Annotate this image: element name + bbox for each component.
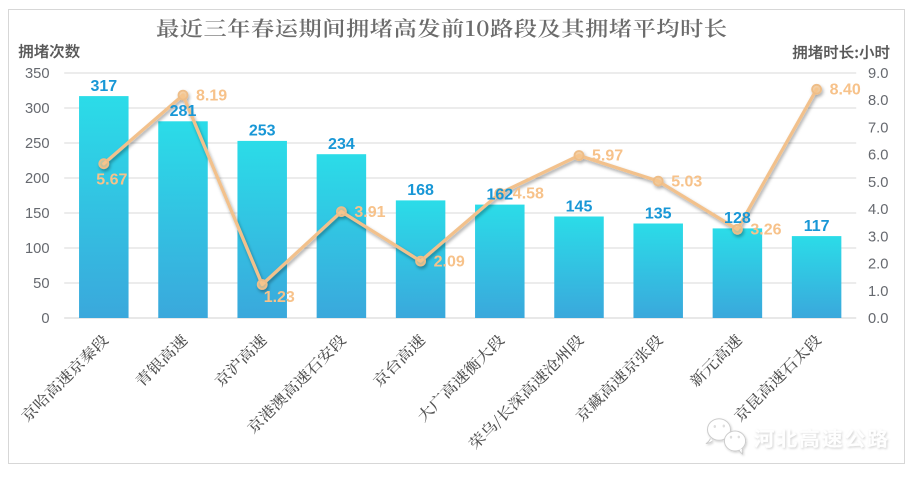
svg-text:2.0: 2.0: [868, 257, 888, 273]
svg-text:1.23: 1.23: [264, 289, 295, 306]
svg-text:168: 168: [407, 182, 434, 199]
svg-text:162: 162: [486, 186, 513, 203]
svg-text:200: 200: [25, 171, 50, 187]
svg-text:4.0: 4.0: [868, 202, 888, 218]
svg-text:0.0: 0.0: [868, 311, 888, 327]
svg-text:250: 250: [25, 136, 50, 152]
svg-text:117: 117: [804, 218, 830, 235]
svg-text:0: 0: [41, 311, 49, 327]
svg-text:135: 135: [645, 205, 672, 222]
svg-text:7.0: 7.0: [868, 120, 888, 136]
svg-text:4.58: 4.58: [513, 186, 544, 203]
svg-text:9.0: 9.0: [868, 66, 888, 82]
svg-text:5.97: 5.97: [592, 148, 623, 165]
svg-text:8.40: 8.40: [830, 82, 861, 99]
svg-text:350: 350: [25, 66, 50, 82]
svg-text:3.91: 3.91: [354, 204, 385, 221]
svg-text:2.09: 2.09: [434, 253, 465, 270]
svg-text:281: 281: [170, 103, 197, 120]
svg-text:145: 145: [566, 198, 593, 215]
svg-text:5.0: 5.0: [868, 175, 888, 191]
svg-text:3.0: 3.0: [868, 229, 888, 245]
svg-text:253: 253: [249, 123, 276, 140]
svg-text:128: 128: [724, 210, 751, 227]
svg-text:300: 300: [25, 101, 50, 117]
svg-text:6.0: 6.0: [868, 148, 888, 164]
svg-text:3.26: 3.26: [750, 222, 781, 239]
svg-text:8.19: 8.19: [196, 87, 227, 104]
svg-text:5.03: 5.03: [671, 173, 702, 190]
svg-text:234: 234: [328, 136, 355, 153]
svg-text:150: 150: [25, 206, 50, 222]
svg-text:317: 317: [90, 78, 117, 95]
svg-text:1.0: 1.0: [868, 284, 888, 300]
svg-text:50: 50: [33, 276, 49, 292]
svg-text:100: 100: [25, 241, 50, 257]
svg-text:8.0: 8.0: [868, 93, 888, 109]
svg-text:5.67: 5.67: [96, 172, 127, 189]
